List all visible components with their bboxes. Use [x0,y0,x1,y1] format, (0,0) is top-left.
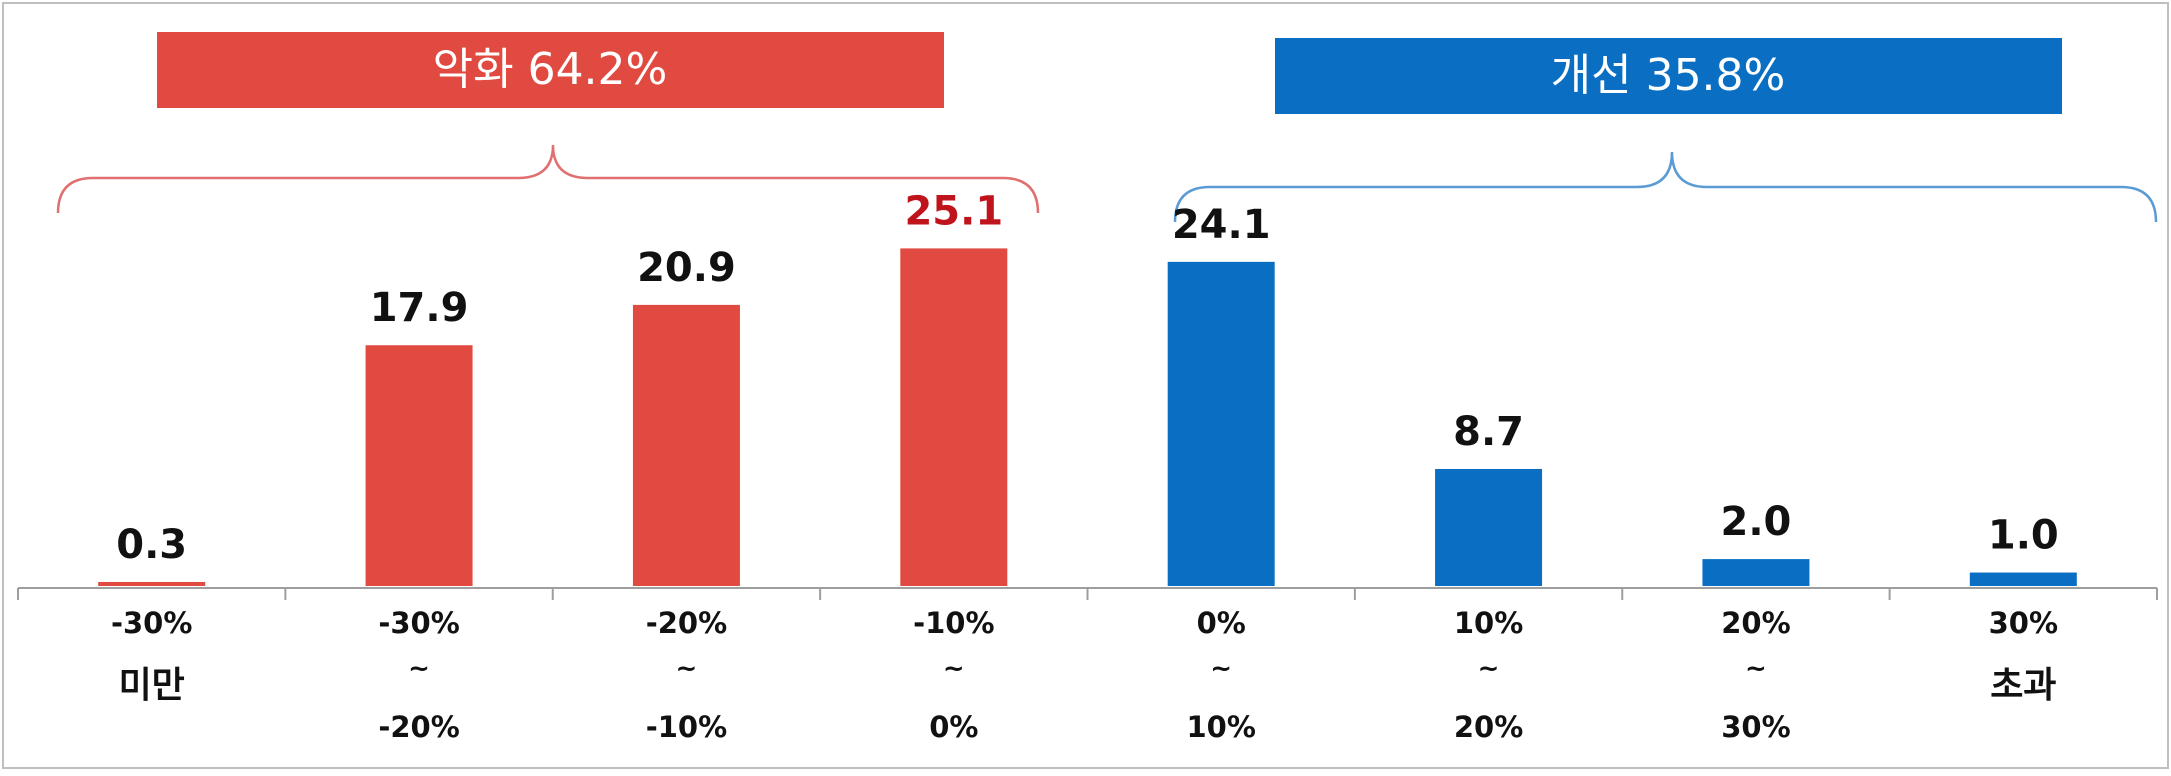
bar [1435,468,1543,586]
better-group-label: 개선 35.8% [1551,50,1786,101]
bar-value-label: 0.3 [116,522,187,568]
x-tick-label: -10% [913,606,994,640]
bar [900,248,1008,586]
x-tick-label: -20% [646,606,727,640]
bar-value-label: 17.9 [370,285,469,331]
better-group-brace [1173,151,2158,223]
x-tick-label: ~ [676,654,698,684]
x-tick-label: 30% [1989,606,2058,640]
bar-value-label: 25.1 [904,188,1003,234]
x-axis-labels: -30% 미만 -30% ~ -20% -20% ~ -10% -10% ~0% 0% ~10% 10%… [111,606,2058,744]
x-tick-label: ~ [1478,654,1500,684]
x-tick-label: ~ [943,654,965,684]
bar [1969,572,2077,586]
x-tick-label: 10% [1454,606,1523,640]
worse-group-brace [56,144,1040,214]
bar-value-label: 24.1 [1172,202,1271,248]
bar [98,581,206,586]
x-tick-label: -10% [646,710,727,744]
bar [1167,261,1275,586]
bar-value-label: 20.9 [637,245,736,291]
bars-layer [98,248,2077,586]
bar [632,304,740,586]
x-tick-label: 0% [1197,606,1246,640]
worse-group-label: 악화 64.2% [433,44,668,95]
x-tick-label: 30% [1721,710,1790,744]
x-tick-label: -30% [111,606,192,640]
bar-value-label: 1.0 [1988,513,2059,559]
bar-value-label: 2.0 [1721,499,1792,545]
x-tick-label: ~ [1210,654,1232,684]
x-axis-ticks [17,588,2158,600]
x-tick-label: 0% [929,710,978,744]
better-group-banner [1275,38,2062,114]
x-tick-label: 10% [1186,710,1255,744]
bar [1702,559,1810,586]
x-tick-label: ~ [408,654,430,684]
x-tick-label: -20% [378,710,459,744]
x-tick-label: 미만 [119,665,185,706]
value-labels-layer: 0.3 17.9 20.9 25.1 24.1 8.7 2.0 1.0 [116,188,2058,568]
bar [365,345,473,586]
x-tick-label: 20% [1721,606,1790,640]
x-tick-label: ~ [1745,654,1767,684]
x-tick-label: 초과 [1990,665,2056,706]
x-tick-label: 20% [1454,710,1523,744]
bar-value-label: 8.7 [1453,409,1524,455]
worse-group-banner [157,32,944,108]
x-tick-label: -30% [378,606,459,640]
